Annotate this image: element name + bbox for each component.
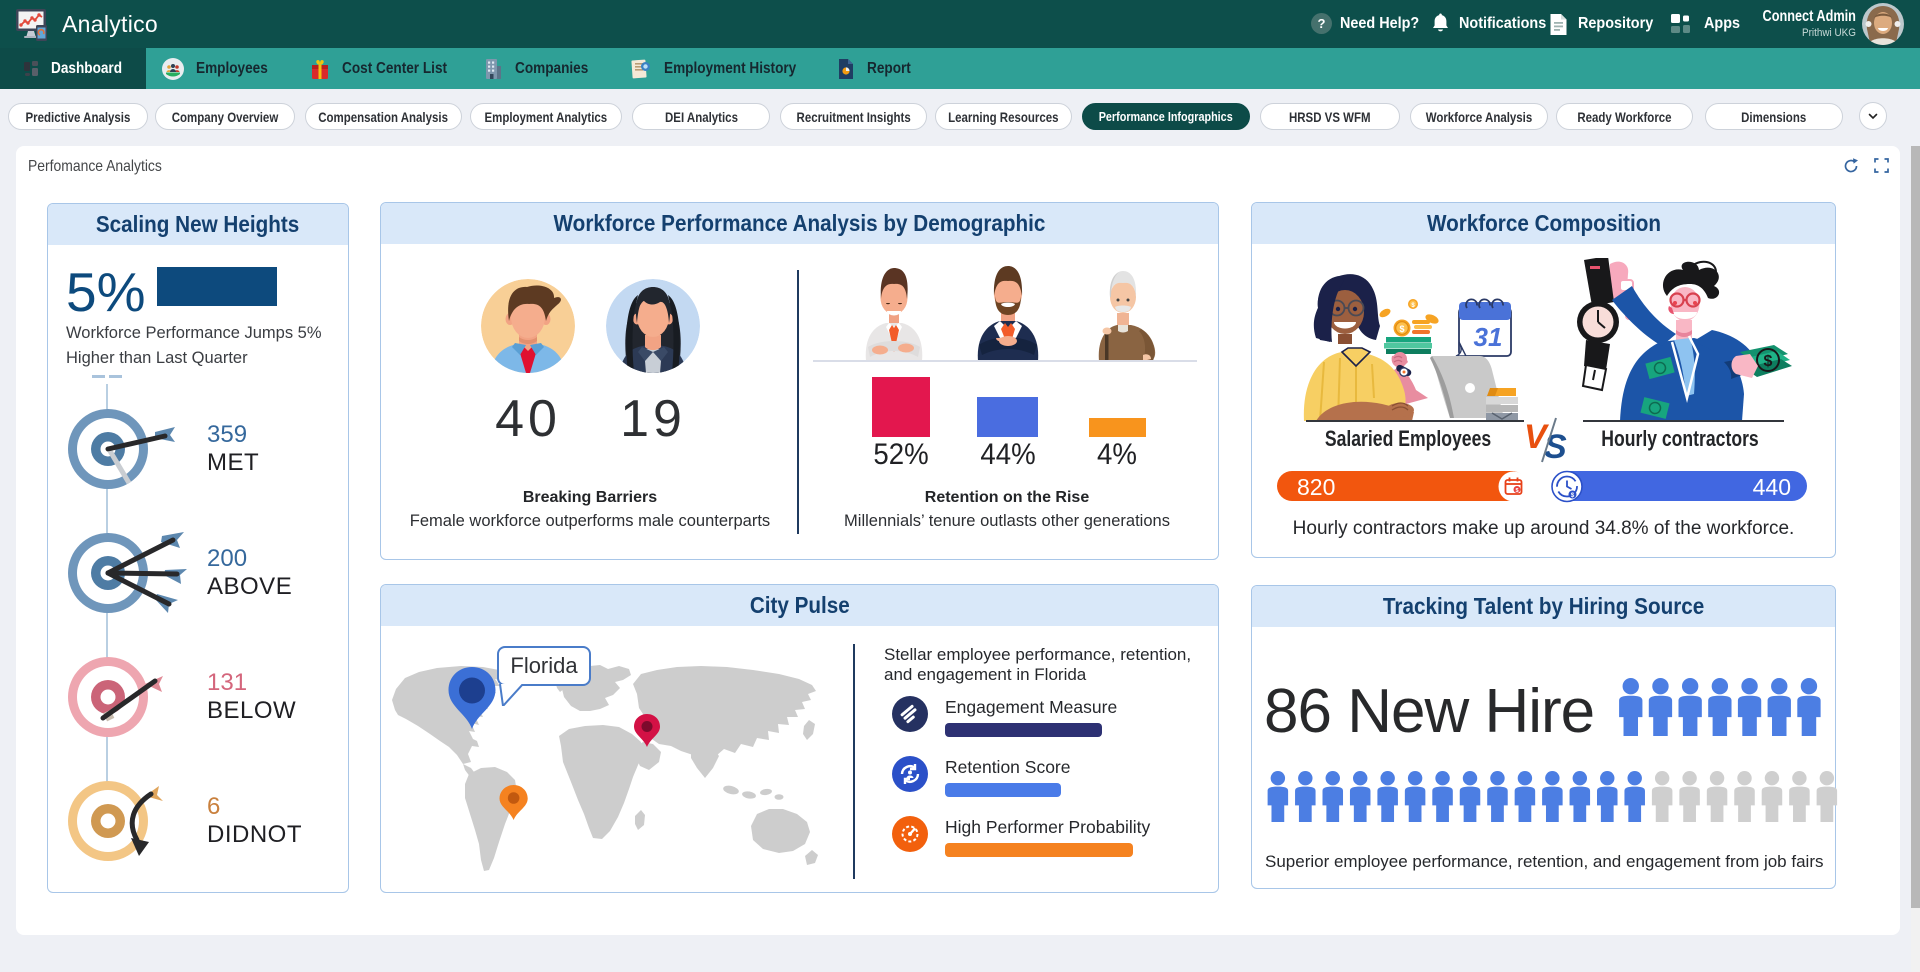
svg-text:31: 31 (1474, 322, 1503, 352)
svg-text:$: $ (1571, 493, 1575, 499)
svg-text:$: $ (1399, 324, 1404, 334)
svg-text:$: $ (1411, 303, 1415, 309)
svg-text:$: $ (1764, 353, 1773, 370)
svg-text:$: $ (1515, 488, 1518, 494)
